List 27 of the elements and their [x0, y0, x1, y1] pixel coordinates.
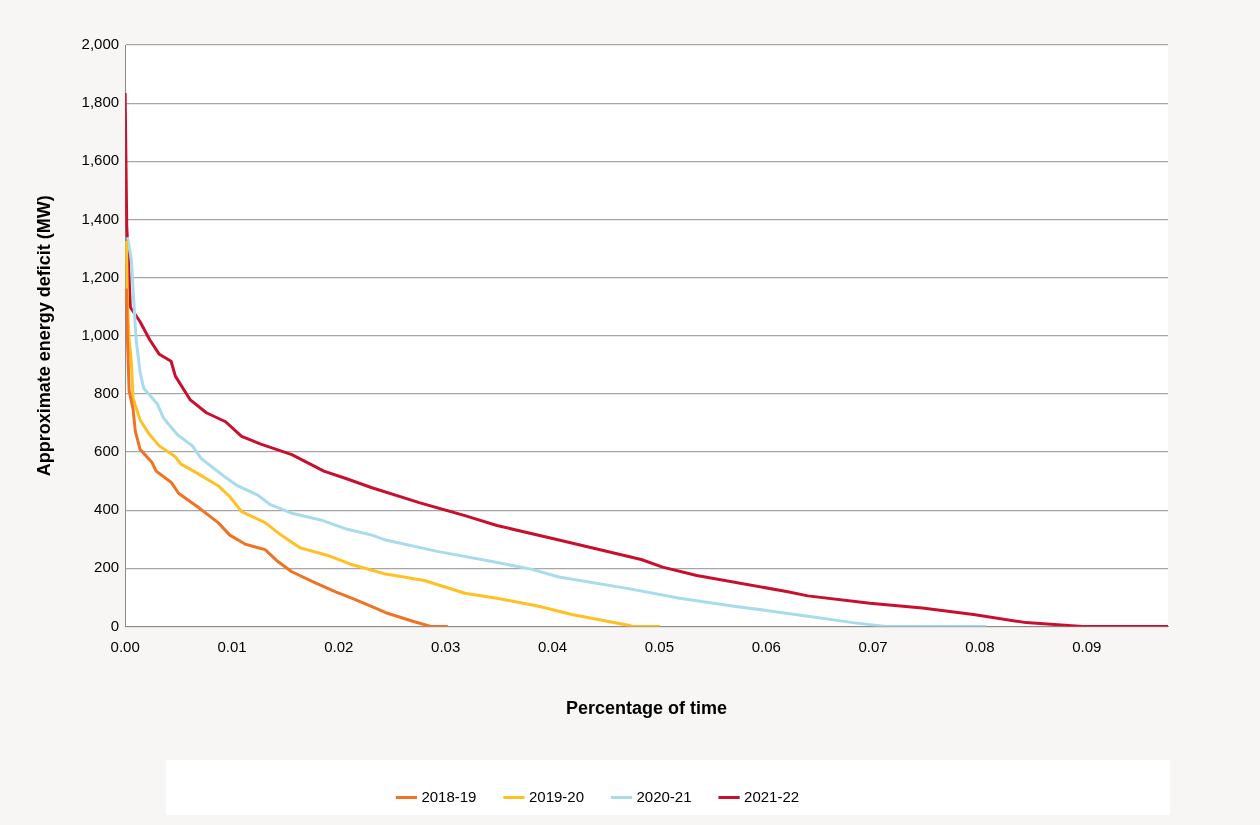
x-tick-label: 0.02 — [324, 637, 354, 655]
y-tick-label: 1,000 — [81, 325, 120, 343]
x-tick-label: 0.07 — [858, 637, 888, 655]
y-tick-label: 200 — [94, 558, 120, 576]
x-axis-title: Percentage of time — [566, 698, 728, 719]
x-tick-label: 0.08 — [965, 637, 995, 655]
x-tick-label: 0.04 — [537, 637, 568, 655]
x-tick-label: 0.01 — [217, 637, 247, 655]
y-tick-label: 1,600 — [81, 151, 120, 169]
legend-label: 2018-19 — [421, 787, 477, 805]
y-tick-label: 1,200 — [81, 267, 120, 285]
x-tick-label: 0.03 — [431, 637, 461, 655]
y-tick-label: 400 — [94, 500, 120, 518]
x-tick-label: 0.05 — [644, 637, 674, 655]
legend-label: 2020-21 — [636, 787, 692, 805]
x-tick-label: 0.00 — [110, 637, 140, 655]
y-axis-title: Approximate energy deficit (MW) — [33, 195, 54, 477]
y-tick-label: 1,800 — [81, 93, 120, 111]
y-tick-label: 600 — [94, 442, 120, 460]
legend-label: 2021-22 — [744, 787, 800, 805]
y-tick-label: 800 — [94, 383, 120, 401]
x-tick-label: 0.06 — [751, 637, 781, 655]
x-tick-label: 0.09 — [1072, 637, 1102, 655]
y-tick-label: 2,000 — [81, 35, 120, 53]
legend-label: 2019-20 — [528, 787, 585, 805]
y-tick-label: 1,400 — [81, 209, 120, 227]
y-tick-label: 0 — [110, 616, 120, 634]
